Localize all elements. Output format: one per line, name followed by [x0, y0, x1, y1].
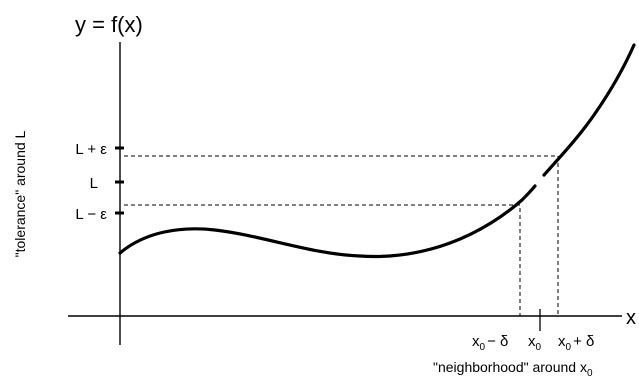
x-label-right-sub: 0: [566, 342, 572, 353]
neighborhood-caption: "neighborhood" around x0: [433, 359, 593, 379]
y-label-lower: L − ε: [75, 206, 107, 223]
lower-guide-line: [124, 204, 521, 316]
function-curve-left: [118, 184, 537, 259]
x-label-left-rest: − δ: [487, 333, 508, 350]
y-label-middle: L: [90, 175, 98, 192]
neighborhood-caption-sub: 0: [587, 368, 593, 379]
x-label-middle-base: x: [528, 333, 536, 350]
x-label-right-rest: + δ: [573, 333, 594, 350]
neighborhood-caption-text: "neighborhood" around x: [433, 359, 587, 375]
x-label-left-sub: 0: [480, 342, 486, 353]
x-label-left: x0− δ: [472, 333, 508, 353]
x-label-left-base: x: [472, 333, 480, 350]
x-axis-label: x: [626, 307, 636, 329]
x-label-middle-sub: 0: [536, 342, 542, 353]
function-curve-right: [542, 43, 636, 177]
x-label-middle: x0: [528, 333, 542, 353]
x-label-right: x0 + δ: [558, 333, 594, 353]
y-label-upper: L + ε: [75, 141, 107, 158]
upper-guide-line: [124, 155, 559, 316]
x-label-right-base: x: [558, 333, 566, 350]
y-axis-title: y = f(x): [75, 12, 143, 37]
tolerance-caption: "tolerance" around L: [12, 130, 28, 257]
